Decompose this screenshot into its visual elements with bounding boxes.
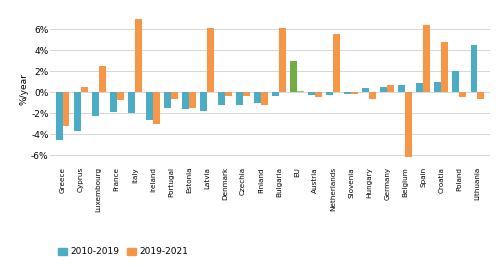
Bar: [478, 92, 484, 99]
Bar: [351, 92, 358, 94]
Bar: [200, 92, 207, 111]
Bar: [460, 92, 466, 97]
Bar: [416, 83, 424, 92]
Bar: [362, 88, 369, 92]
Bar: [146, 92, 153, 120]
Bar: [164, 92, 171, 108]
Bar: [110, 92, 116, 112]
Bar: [380, 87, 387, 92]
Bar: [333, 34, 340, 92]
Bar: [135, 19, 141, 92]
Bar: [290, 61, 297, 92]
Bar: [80, 87, 87, 92]
Bar: [92, 92, 98, 116]
Bar: [279, 28, 286, 92]
Bar: [153, 92, 160, 124]
Bar: [470, 45, 478, 92]
Bar: [434, 82, 442, 92]
Y-axis label: %/year: %/year: [19, 73, 28, 105]
Bar: [207, 28, 214, 92]
Bar: [98, 66, 105, 92]
Legend: 2010-2019, 2019-2021: 2010-2019, 2019-2021: [54, 244, 192, 260]
Bar: [424, 25, 430, 92]
Bar: [442, 42, 448, 92]
Bar: [56, 92, 62, 140]
Bar: [326, 92, 333, 95]
Bar: [243, 92, 250, 96]
Bar: [344, 92, 351, 94]
Bar: [218, 92, 225, 105]
Bar: [272, 92, 279, 96]
Bar: [74, 92, 80, 131]
Bar: [225, 92, 232, 96]
Bar: [308, 92, 315, 95]
Bar: [405, 92, 412, 157]
Bar: [452, 71, 460, 92]
Bar: [116, 92, 123, 100]
Bar: [62, 92, 70, 126]
Bar: [297, 91, 304, 92]
Bar: [254, 92, 261, 103]
Bar: [182, 92, 189, 109]
Bar: [128, 92, 135, 113]
Bar: [398, 85, 405, 92]
Bar: [369, 92, 376, 99]
Bar: [315, 92, 322, 97]
Bar: [189, 92, 196, 108]
Bar: [171, 92, 177, 99]
Bar: [387, 85, 394, 92]
Bar: [261, 92, 268, 105]
Bar: [236, 92, 243, 105]
